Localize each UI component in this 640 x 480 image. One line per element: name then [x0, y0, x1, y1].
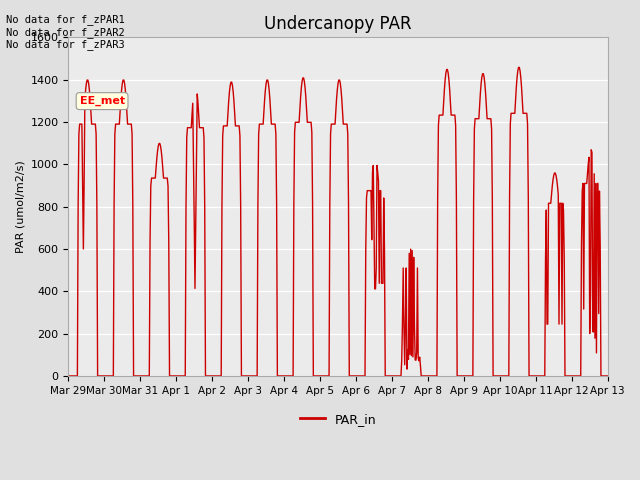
Y-axis label: PAR (umol/m2/s): PAR (umol/m2/s): [15, 160, 25, 253]
Text: EE_met: EE_met: [79, 96, 125, 106]
Legend: PAR_in: PAR_in: [295, 408, 381, 431]
Text: No data for f_zPAR1
No data for f_zPAR2
No data for f_zPAR3: No data for f_zPAR1 No data for f_zPAR2 …: [6, 14, 125, 50]
Title: Undercanopy PAR: Undercanopy PAR: [264, 15, 412, 33]
